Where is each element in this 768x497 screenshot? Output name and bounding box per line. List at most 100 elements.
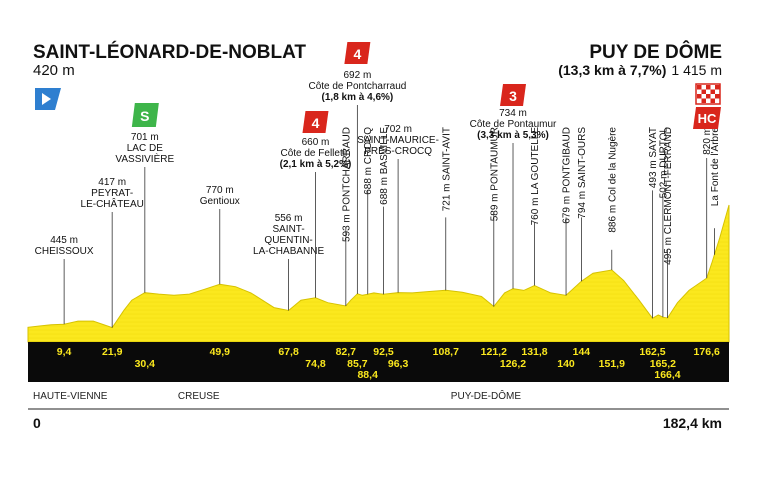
departments: HAUTE-VIENNE CREUSE PUY-DE-DÔME	[33, 389, 521, 402]
waypoint-label: 417 m	[98, 177, 126, 188]
flag-check	[710, 98, 715, 103]
km-label: 67,8	[278, 346, 299, 358]
waypoint-vertical-label: 493 m SAYAT	[648, 127, 659, 188]
waypoint-label: 701 m	[131, 132, 159, 143]
waypoint-vertical-label: 688 m BASVILLE	[379, 127, 390, 205]
km-label: 92,5	[373, 346, 394, 358]
km-label: 88,4	[357, 369, 378, 381]
km-label: 165,2	[650, 358, 676, 370]
climb-category-icon	[344, 42, 371, 64]
waypoint-vertical-label: 760 m LA GOUTELLE	[530, 127, 541, 226]
waypoint-label: CHEISSOUX	[35, 246, 94, 257]
km-label: 82,7	[336, 346, 357, 358]
flag-check	[697, 85, 702, 90]
flag-check	[715, 85, 720, 90]
start-arrow-icon	[42, 93, 51, 105]
waypoint-label: QUENTIN-	[264, 235, 312, 246]
km-band	[28, 342, 729, 382]
waypoint-label: LA-CHABANNE	[253, 246, 324, 257]
waypoint-label: VASSIVIÈRE	[115, 152, 174, 165]
km-label: 162,5	[639, 346, 665, 358]
km-label: 49,9	[210, 346, 231, 358]
start-town-title: SAINT-LÉONARD-DE-NOBLAT	[33, 41, 306, 63]
waypoint-vertical-label: 589 m PONTAUMUR	[489, 127, 500, 221]
waypoint-label: SAINT-MAURICE-	[357, 135, 439, 146]
waypoint-vertical-label: 886 m Col de la Nugère	[607, 127, 618, 233]
climb-category-icon	[500, 84, 527, 106]
km-label: 131,8	[521, 346, 547, 358]
waypoint-vertical-label: 502 m DURTOL	[658, 127, 669, 199]
hc-category-label: HC	[698, 111, 717, 126]
flag-check	[706, 85, 711, 90]
km-label: 126,2	[500, 358, 526, 370]
waypoint-label: 445 m	[50, 235, 78, 246]
km-label: 151,9	[599, 358, 625, 370]
department-label: CREUSE	[178, 391, 220, 402]
km-label: 74,8	[305, 358, 326, 370]
km-label: 144	[573, 346, 591, 358]
climb-category-icon	[302, 111, 329, 133]
finish-altitude: 1 415 m	[671, 62, 722, 78]
sprint-label: S	[140, 108, 149, 124]
hc-category-icon	[693, 107, 721, 129]
waypoint-label: 556 m	[275, 213, 303, 224]
waypoint-label: PRÈS-CROCQ	[364, 144, 432, 157]
badges: S 4 4 3 HC	[35, 42, 721, 133]
km-label: 166,4	[654, 369, 680, 381]
waypoint-vertical-label: La Font de l'Arbre	[710, 127, 721, 207]
flag-check	[706, 94, 711, 99]
waypoint-label: (1,8 km à 4,6%)	[322, 92, 394, 103]
department-label: HAUTE-VIENNE	[33, 391, 108, 402]
km-label: 108,7	[433, 346, 459, 358]
waypoint-label: 702 m	[384, 124, 412, 135]
waypoint-label: LE-CHÂTEAU	[81, 197, 144, 210]
waypoint-label: 770 m	[206, 185, 234, 196]
waypoint-label: Gentioux	[200, 196, 240, 207]
finish-climb: (13,3 km à 7,7%)	[558, 62, 666, 78]
km-label: 96,3	[388, 358, 409, 370]
waypoint-vertical-label: 495 m CLERMONT-FERRAND	[663, 127, 674, 265]
waypoint-label: 734 m	[499, 108, 527, 119]
finish-climb-info: (13,3 km à 7,7%) 1 415 m	[558, 62, 722, 78]
flag-check	[710, 89, 715, 94]
start-altitude: 420 m	[33, 62, 75, 79]
waypoint-label: (3,3 km à 5,3%)	[477, 130, 549, 141]
finish-town-title: PUY DE DÔME	[589, 41, 722, 63]
waypoint-label: Côte de Felletin	[280, 148, 350, 159]
flag-check	[701, 89, 706, 94]
km-markers: 9,4 21,9 30,4 49,9 67,8 74,8 82,785,788,4 92,59…	[57, 346, 720, 381]
km-label: 21,9	[102, 346, 123, 358]
waypoint-vertical-label: 721 m SAINT-AVIT	[441, 127, 452, 211]
km-end-label: 182,4 km	[663, 415, 722, 431]
waypoint-label: 660 m	[302, 137, 330, 148]
waypoint-label: LAC DE	[127, 143, 163, 154]
km-label: 30,4	[135, 358, 156, 370]
waypoint-vertical-label: 688 m CROCQ	[363, 127, 374, 195]
waypoint-vertical-label: 679 m PONTGIBAUD	[562, 127, 573, 224]
waypoint-label: Côte de Pontcharraud	[308, 81, 406, 92]
waypoint-label: (2,1 km à 5,2%)	[280, 159, 352, 170]
waypoint-vertical-label: 794 m SAINT-OURS	[577, 127, 588, 219]
km-label: 85,7	[347, 358, 368, 370]
km-label: 176,6	[694, 346, 720, 358]
waypoint-label: SAINT-	[272, 224, 304, 235]
km-label: 121,2	[481, 346, 507, 358]
climb-category-label: 3	[509, 88, 517, 104]
waypoint-label: PEYRAT-	[91, 188, 133, 199]
waypoint-label: Côte de Pontaumur	[470, 119, 557, 130]
flag-check	[715, 94, 720, 99]
km-label: 140	[557, 358, 575, 370]
waypoint-vertical-label: 593 m PONTCHARRAUD	[341, 127, 352, 242]
elevation-profile	[27, 204, 730, 343]
department-label: PUY-DE-DÔME	[451, 389, 522, 402]
flag-check	[697, 94, 702, 99]
km-label: 9,4	[57, 346, 72, 358]
climb-category-label: 4	[312, 115, 320, 131]
sprint-icon	[131, 103, 159, 127]
km-start-label: 0	[33, 415, 41, 431]
waypoint-label: 692 m	[344, 70, 372, 81]
waypoint-vertical-label: 820 m	[702, 127, 713, 155]
profile-area	[27, 204, 730, 343]
